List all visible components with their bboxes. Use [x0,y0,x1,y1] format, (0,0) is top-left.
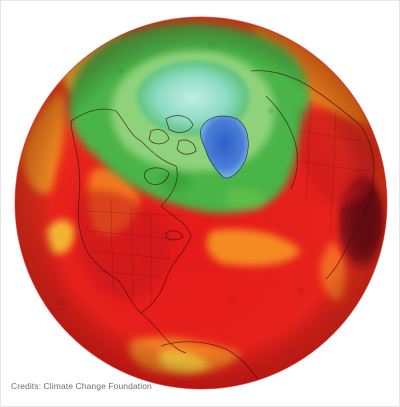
globe-rim [14,16,388,390]
limb-shading [15,17,387,389]
globe-surface [15,17,387,389]
image-credit: Credits: Climate Change Foundation [11,381,152,391]
